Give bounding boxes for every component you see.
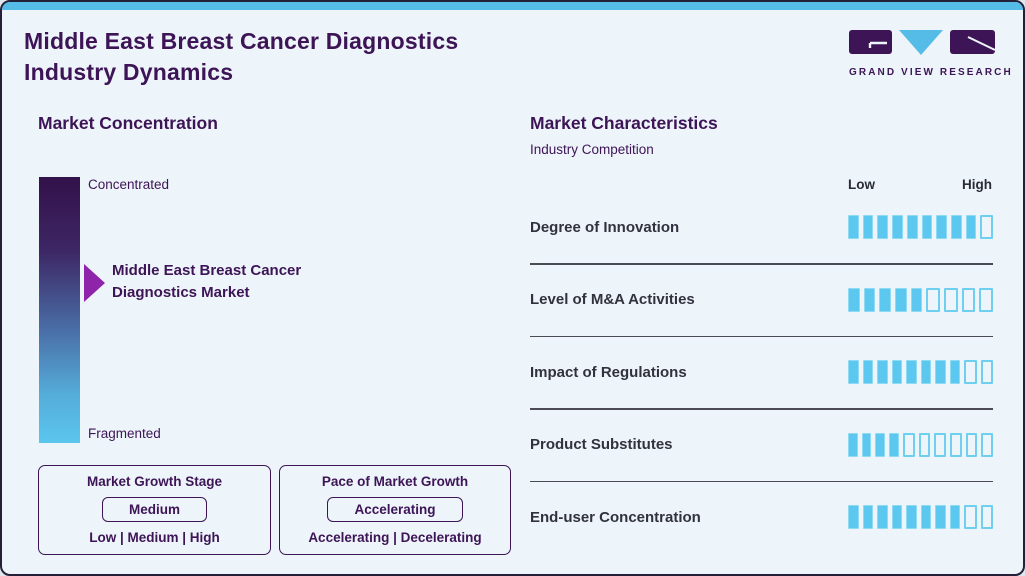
- rating-segment-filled: [935, 505, 946, 529]
- gvr-logo-icon: [849, 30, 996, 55]
- rating-segment-filled: [949, 505, 960, 529]
- rating-segment-filled: [891, 505, 902, 529]
- rating-segment-filled: [861, 432, 872, 457]
- rating-bar: [848, 505, 993, 529]
- rating-segment-empty: [934, 432, 946, 457]
- rating-segment-filled: [921, 215, 933, 239]
- pace-of-growth-options: Accelerating | Decelerating: [308, 530, 482, 545]
- concentration-gradient-bar: [39, 177, 80, 443]
- rating-segment-filled: [848, 215, 859, 239]
- market-growth-stage-title: Market Growth Stage: [86, 474, 223, 489]
- row-divider: [530, 480, 993, 482]
- page-title: Middle East Breast Cancer Diagnostics In…: [24, 26, 458, 88]
- rating-segment-filled: [862, 215, 874, 239]
- rating-segment-filled: [920, 505, 931, 529]
- row-divider: [530, 408, 993, 410]
- rating-segment-filled: [875, 432, 886, 457]
- industry-competition-subheading: Industry Competition: [530, 142, 654, 157]
- rating-bar: [848, 215, 994, 239]
- rating-segment-empty: [902, 432, 915, 457]
- market-pointer-label-line2: Diagnostics Market: [112, 284, 250, 301]
- rating-segment-empty: [980, 505, 993, 529]
- pace-of-growth-value: Accelerating: [327, 497, 463, 522]
- rating-segment-empty: [944, 287, 958, 312]
- characteristic-row: Degree of Innovation: [530, 206, 994, 248]
- rating-segment-filled: [877, 360, 888, 384]
- rating-segment-empty: [981, 432, 994, 457]
- rating-segment-empty: [964, 360, 977, 384]
- rating-segment-filled: [906, 215, 918, 239]
- rating-bar: [848, 287, 994, 312]
- rating-segment-empty: [961, 287, 976, 312]
- rating-scale-labels: Low High: [530, 177, 993, 193]
- rating-segment-empty: [949, 432, 962, 457]
- rating-bar: [848, 360, 993, 384]
- rating-segment-filled: [848, 505, 859, 529]
- rating-segment-filled: [910, 287, 923, 312]
- rating-segment-filled: [892, 215, 903, 239]
- rating-segment-filled: [848, 360, 859, 384]
- rating-segment-filled: [891, 360, 902, 384]
- top-accent-bar: [2, 2, 1023, 10]
- characteristics-rows: Degree of Innovation Level of M&A Activit…: [530, 206, 994, 538]
- rating-segment-empty: [979, 287, 994, 312]
- characteristic-label: Level of M&A Activities: [530, 291, 695, 308]
- rating-segment-filled: [877, 505, 888, 529]
- characteristic-row: Level of M&A Activities: [530, 279, 994, 321]
- market-pointer-label-line1: Middle East Breast Cancer: [112, 262, 302, 279]
- fragmented-label: Fragmented: [88, 426, 161, 441]
- rating-segment-filled: [863, 287, 876, 312]
- page-title-line2: Industry Dynamics: [24, 59, 234, 85]
- rating-segment-filled: [906, 505, 917, 529]
- rating-segment-filled: [936, 215, 947, 239]
- rating-segment-filled: [889, 432, 899, 457]
- rating-segment-filled: [895, 287, 907, 312]
- rating-segment-filled: [906, 360, 917, 384]
- rating-segment-filled: [950, 215, 962, 239]
- characteristic-row: Impact of Regulations: [530, 351, 993, 393]
- rating-segment-filled: [879, 287, 892, 312]
- characteristic-row: Product Substitutes: [530, 424, 994, 466]
- market-growth-stage-options: Low | Medium | High: [89, 530, 220, 545]
- rating-segment-filled: [920, 360, 931, 384]
- rating-segment-empty: [926, 287, 941, 312]
- page-title-line1: Middle East Breast Cancer Diagnostics: [24, 28, 459, 54]
- brand-logo: GRAND VIEW RESEARCH: [849, 30, 1013, 78]
- scale-high-label: High: [962, 177, 992, 192]
- rating-segment-empty: [918, 432, 931, 457]
- market-growth-stage-value: Medium: [101, 497, 207, 522]
- rating-segment-filled: [965, 215, 977, 239]
- rating-segment-filled: [848, 287, 860, 312]
- rating-segment-filled: [877, 215, 889, 239]
- pace-of-growth-title: Pace of Market Growth: [321, 474, 469, 489]
- pace-of-growth-box: Pace of Market Growth Accelerating Accel…: [279, 465, 511, 555]
- rating-bar: [848, 432, 994, 457]
- rating-segment-filled: [848, 432, 858, 457]
- concentrated-label: Concentrated: [88, 177, 170, 192]
- market-pointer-arrow-icon: [84, 264, 105, 302]
- market-characteristics-heading: Market Characteristics: [530, 113, 718, 133]
- characteristic-row: End-user Concentration: [530, 496, 993, 538]
- market-growth-stage-box: Market Growth Stage Medium Low | Medium …: [38, 465, 271, 555]
- rating-segment-filled: [949, 360, 960, 384]
- rating-segment-empty: [980, 215, 994, 239]
- scale-low-label: Low: [848, 177, 875, 192]
- rating-segment-filled: [862, 505, 873, 529]
- row-divider: [530, 335, 993, 337]
- characteristic-label: Degree of Innovation: [530, 218, 680, 236]
- rating-segment-empty: [965, 432, 978, 457]
- rating-segment-empty: [964, 505, 977, 529]
- row-divider: [530, 263, 993, 265]
- rating-segment-filled: [862, 360, 873, 384]
- rating-segment-empty: [980, 360, 993, 384]
- market-concentration-heading: Market Concentration: [38, 113, 218, 133]
- characteristic-label: Impact of Regulations: [530, 363, 687, 381]
- rating-segment-filled: [935, 360, 946, 384]
- brand-logo-text: GRAND VIEW RESEARCH: [849, 67, 1013, 78]
- characteristic-label: End-user Concentration: [530, 508, 701, 526]
- characteristic-label: Product Substitutes: [530, 436, 673, 453]
- market-pointer-label: Middle East Breast Cancer Diagnostics Ma…: [112, 260, 301, 304]
